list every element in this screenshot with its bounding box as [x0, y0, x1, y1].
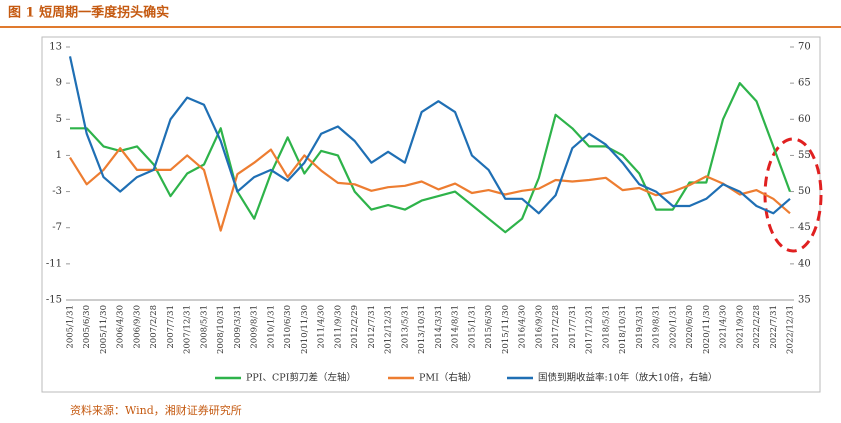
x-tick-label: 2016/9/30: [534, 305, 544, 349]
x-tick-label: 2006/4/30: [116, 305, 126, 349]
x-tick-label: 2006/9/30: [132, 305, 142, 349]
x-tick-label: 2020/6/30: [685, 305, 695, 349]
x-tick-label: 2010/1/31: [266, 305, 276, 349]
series-line: [70, 82, 792, 234]
x-tick-label: 2013/10/31: [417, 305, 427, 354]
x-tick-label: 2013/5/31: [400, 305, 410, 349]
x-tick-label: 2011/4/30: [317, 305, 327, 349]
x-tick-label: 2018/10/31: [618, 305, 628, 354]
x-tick-label: 2022/2/28: [752, 305, 762, 349]
series-line: [68, 56, 791, 215]
y-tick-label: 9: [56, 78, 62, 89]
x-tick-label: 2008/5/31: [199, 305, 209, 349]
y2-tick-label: 50: [798, 186, 811, 197]
x-tick-label: 2005/11/30: [99, 305, 109, 354]
y2-tick-label: 65: [798, 78, 811, 89]
y2-tick-label: 40: [798, 258, 811, 269]
source-note: 资料来源：Wind，湘财证券研究所: [70, 403, 242, 417]
x-tick-label: 2007/7/31: [166, 305, 176, 349]
y-tick-label: 13: [49, 42, 62, 53]
x-tick-label: 2021/4/30: [719, 305, 729, 349]
x-tick-label: 2010/11/30: [300, 305, 310, 354]
x-tick-label: 2021/9/30: [735, 305, 745, 349]
y2-tick-label: 45: [798, 222, 811, 233]
y-tick-label: 5: [56, 114, 62, 125]
x-tick-label: 2014/8/31: [451, 305, 461, 349]
x-tick-label: 2007/2/28: [149, 305, 159, 349]
x-tick-label: 2016/4/30: [518, 305, 528, 349]
y-tick-label: -15: [46, 295, 62, 306]
y-tick-label: -11: [46, 258, 62, 269]
x-tick-label: 2012/2/29: [350, 305, 360, 349]
x-tick-label: 2011/9/30: [333, 305, 343, 349]
x-tick-label: 2012/7/31: [367, 305, 377, 349]
x-tick-label: 2015/1/31: [467, 305, 477, 349]
y2-tick-label: 60: [798, 114, 811, 125]
y2-tick-label: 70: [798, 42, 811, 53]
x-tick-label: 2015/6/30: [484, 305, 494, 349]
x-tick-label: 2007/12/31: [183, 305, 193, 354]
x-tick-label: 2005/6/30: [82, 305, 92, 349]
y-tick-label: -7: [52, 222, 62, 233]
x-tick-label: 2019/8/31: [652, 305, 662, 349]
y2-tick-label: 35: [798, 295, 811, 306]
chart-title: 图 1 短周期一季度拐头确实: [8, 5, 169, 21]
x-tick-label: 2018/5/31: [601, 305, 611, 349]
y2-tick-label: 55: [798, 150, 811, 161]
x-tick-label: 2017/12/31: [585, 305, 595, 354]
x-tick-label: 2022/7/31: [769, 305, 779, 349]
x-tick-label: 2019/3/31: [635, 305, 645, 349]
x-tick-label: 2017/2/28: [551, 305, 561, 349]
x-tick-label: 2020/1/31: [668, 305, 678, 349]
x-tick-label: 2005/1/31: [66, 305, 76, 349]
x-tick-label: 2014/3/31: [434, 305, 444, 349]
x-tick-label: 2008/10/31: [216, 305, 226, 354]
x-tick-label: 2022/12/31: [786, 305, 796, 354]
x-tick-label: 2015/11/30: [501, 305, 511, 354]
x-tick-label: 2009/3/31: [233, 305, 243, 349]
y-tick-label: 1: [56, 150, 62, 161]
y-tick-label: -3: [52, 186, 62, 197]
x-tick-label: 2012/12/31: [384, 305, 394, 354]
legend-label: PPI、CPI剪刀差（左轴）: [246, 372, 356, 384]
x-tick-label: 2009/8/31: [250, 305, 260, 349]
x-tick-label: 2010/6/30: [283, 305, 293, 349]
legend-label: PMI（右轴）: [419, 372, 477, 384]
x-tick-label: 2017/7/31: [568, 305, 578, 349]
series-line: [69, 147, 791, 232]
x-tick-label: 2020/11/30: [702, 305, 712, 354]
legend-label: 国债到期收益率:10年（放大10倍，右轴）: [538, 372, 717, 384]
